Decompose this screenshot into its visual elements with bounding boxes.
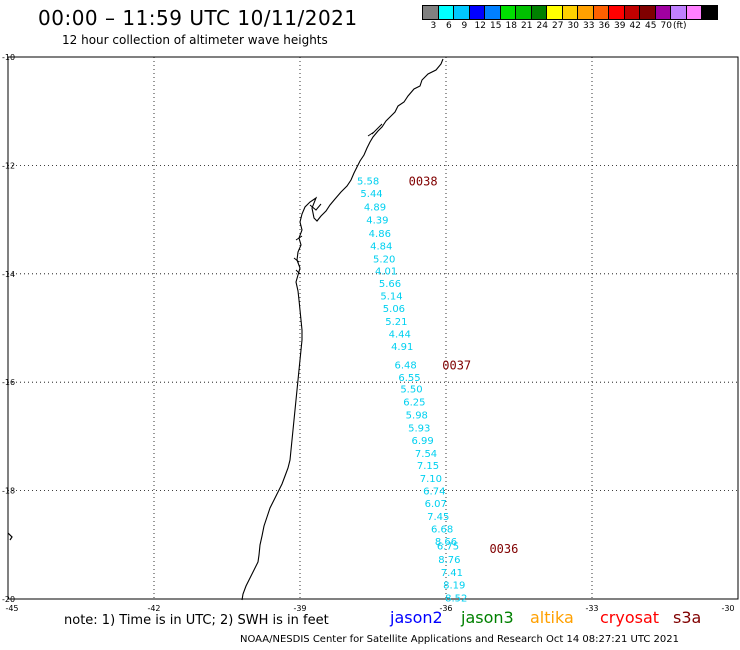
legend-item-jason3: jason3 — [461, 608, 514, 627]
color-scale-label: 18 — [505, 21, 517, 31]
wave-height-label: 4.91 — [391, 342, 413, 353]
pass-time-label: 0037 — [442, 358, 471, 372]
lat-tick-label: -18 — [2, 487, 15, 496]
footer-credit: NOAA/NESDIS Center for Satellite Applica… — [240, 634, 679, 645]
axis-tick-labels: -10 -12 -14 -16 -18 -20-45 -42 -39 -36 -33 -30 — [2, 53, 735, 613]
coastline — [241, 58, 444, 601]
lon-tick-label: -30 — [721, 604, 734, 613]
color-scale-label: 36 — [598, 21, 610, 31]
wave-height-label: 5.21 — [385, 317, 407, 328]
wave-height-label: 5.06 — [383, 304, 405, 315]
wave-height-label: 4.39 — [366, 216, 388, 227]
color-scale-label: 70 — [660, 21, 672, 31]
color-scale-label: 9 — [461, 21, 468, 31]
color-scale-label: 24 — [536, 21, 548, 31]
color-scale-label: 33 — [583, 21, 595, 31]
lat-tick-label: -10 — [2, 53, 15, 62]
lat-tick-label: -14 — [2, 270, 15, 279]
wave-height-label: 7.10 — [420, 474, 442, 485]
wave-height-label: 5.14 — [380, 291, 402, 302]
lon-tick-label: -39 — [293, 604, 306, 613]
legend-item-altika: altika — [530, 608, 574, 627]
wave-height-label: 7.15 — [417, 461, 439, 472]
lat-tick-label: -20 — [2, 595, 15, 604]
wave-height-label: 6.68 — [431, 525, 453, 536]
lon-tick-label: -36 — [439, 604, 452, 613]
color-scale-label: 6 — [446, 21, 452, 31]
color-scale-label: 42 — [629, 21, 641, 31]
map-frame — [7, 56, 739, 600]
wave-height-track: 5.585.44 4.89 4.39 4.86 4.84 5.204.015.665.14… — [357, 177, 467, 605]
coastline-dot — [7, 532, 13, 541]
map-title: 00:00 – 11:59 UTC 10/11/2021 — [38, 6, 358, 30]
wave-height-label: 4.86 — [369, 229, 391, 240]
color-scale-label: 15 — [490, 21, 502, 31]
color-scale-label: 12 — [474, 21, 486, 31]
wave-height-label: 5.98 — [406, 411, 428, 422]
wave-height-label: 5.20 — [373, 255, 395, 266]
pass-time-label: 0038 — [409, 175, 438, 189]
wave-height-label: 5.93 — [408, 424, 430, 435]
wave-height-label: 5.44 — [360, 189, 382, 200]
wave-height-label: 5.58 — [357, 177, 379, 188]
color-swatch — [701, 5, 718, 20]
wave-height-label: 6.75 — [437, 541, 459, 552]
lon-tick-label: -33 — [585, 604, 598, 613]
legend-item-s3a: s3a — [673, 608, 702, 627]
lat-tick-label: -16 — [2, 378, 15, 387]
color-scale-label: 3 — [430, 21, 437, 31]
wave-height-label: 5.50 — [400, 385, 422, 396]
wave-height-label: 7.45 — [427, 512, 449, 523]
units-note: note: 1) Time is in UTC; 2) SWH is in fe… — [64, 613, 329, 628]
wave-height-label: 5.66 — [379, 279, 401, 290]
wave-height-label: 6.99 — [412, 436, 434, 447]
wave-height-label: 7.41 — [441, 568, 463, 579]
wave-height-label: 6.48 — [394, 360, 416, 371]
coastline-islands — [293, 123, 383, 275]
wave-height-label: 6.55 — [398, 373, 420, 384]
wave-height-label: 4.44 — [389, 329, 411, 340]
wave-height-label: 8.76 — [438, 555, 460, 566]
color-scale-label: 39 — [614, 21, 626, 31]
pass-time-label: 0036 — [489, 542, 518, 556]
color-scale-label: 21 — [521, 21, 533, 31]
wave-height-label: 6.74 — [423, 487, 445, 498]
lon-tick-label: -45 — [5, 604, 18, 613]
legend-item-jason2: jason2 — [390, 608, 443, 627]
pass-time-labels: 0038 0037 0036 — [409, 175, 519, 556]
color-scale-label: 45 — [645, 21, 657, 31]
lon-tick-label: -42 — [147, 604, 160, 613]
color-scale-label: 27 — [552, 21, 564, 31]
legend-item-cryosat: cryosat — [600, 608, 660, 627]
wave-height-label: 4.89 — [364, 203, 386, 214]
lat-tick-label: -12 — [2, 161, 15, 170]
wave-height-label: 7.54 — [415, 449, 437, 460]
map-subtitle: 12 hour collection of altimeter wave hei… — [62, 33, 328, 47]
wave-height-label: 4.01 — [375, 267, 397, 278]
wave-height-label: 8.19 — [443, 580, 465, 591]
color-scale-label: 30 — [567, 21, 579, 31]
color-scale-label: (ft) — [673, 21, 687, 31]
wave-height-label: 8.66 — [435, 537, 457, 548]
graticule-grid — [8, 57, 738, 599]
wave-height-label: 4.84 — [370, 242, 392, 253]
wave-height-label: 6.25 — [403, 398, 425, 409]
wave-height-label: 6.07 — [425, 499, 447, 510]
wave-height-label: 8.52 — [445, 593, 467, 604]
color-scale-bar — [422, 5, 718, 20]
